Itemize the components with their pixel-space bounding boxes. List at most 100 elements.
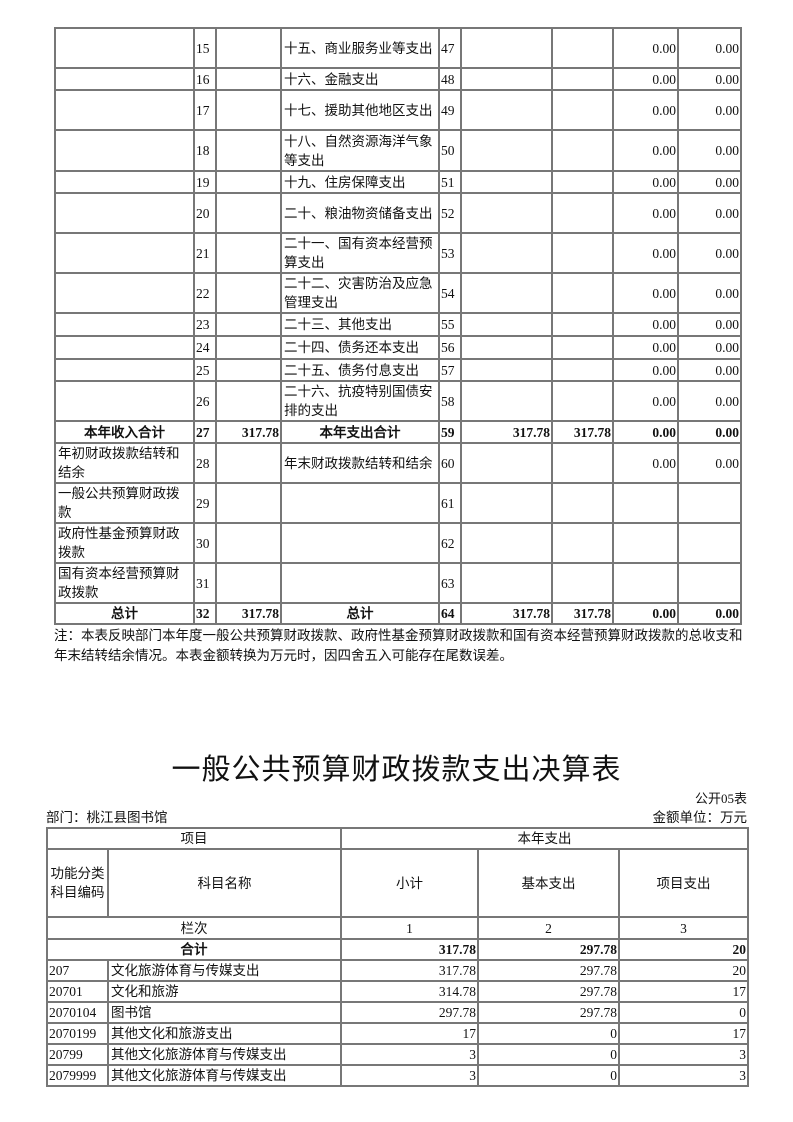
expense-col-4: 0.00 bbox=[677, 232, 742, 274]
header-row-1: 项目 本年支出 bbox=[46, 827, 749, 850]
subtotal-cell: 3 bbox=[340, 1043, 479, 1066]
expense-col-4: 0.00 bbox=[677, 420, 742, 444]
expense-line-no: 48 bbox=[438, 67, 462, 91]
expense-total bbox=[460, 358, 553, 382]
table-row: 15 十五、商业服务业等支出 47 0.00 0.00 bbox=[54, 27, 742, 69]
expense-line-no: 50 bbox=[438, 129, 462, 172]
expense-line-no: 63 bbox=[438, 562, 462, 604]
income-line-no: 29 bbox=[193, 482, 217, 524]
expense-col-2 bbox=[551, 562, 614, 604]
code-cell: 2070199 bbox=[46, 1022, 109, 1045]
income-amount bbox=[215, 442, 282, 484]
income-line-no: 18 bbox=[193, 129, 217, 172]
expense-col-3: 0.00 bbox=[612, 335, 679, 360]
income-line-no: 15 bbox=[193, 27, 217, 69]
table-row: 24 二十四、债务还本支出 56 0.00 0.00 bbox=[54, 335, 742, 360]
header-project-expense: 项目支出 bbox=[618, 848, 749, 918]
income-item bbox=[54, 312, 195, 337]
income-line-no: 24 bbox=[193, 335, 217, 360]
expense-col-2 bbox=[551, 380, 614, 422]
column-number-row: 栏次 1 2 3 bbox=[46, 916, 749, 940]
expense-item: 二十三、其他支出 bbox=[280, 312, 440, 337]
expense-col-3: 0.00 bbox=[612, 232, 679, 274]
basic-cell: 0 bbox=[477, 1064, 620, 1087]
income-item bbox=[54, 89, 195, 131]
expense-total: 317.78 bbox=[460, 602, 553, 625]
expense-col-2 bbox=[551, 522, 614, 564]
income-line-no: 22 bbox=[193, 272, 217, 314]
table-row: 2070199 其他文化和旅游支出 17 0 17 bbox=[46, 1022, 749, 1045]
expense-line-no: 61 bbox=[438, 482, 462, 524]
expense-col-2 bbox=[551, 442, 614, 484]
table-row: 19 十九、住房保障支出 51 0.00 0.00 bbox=[54, 170, 742, 194]
project-cell: 20 bbox=[618, 959, 749, 982]
table-row: 17 十七、援助其他地区支出 49 0.00 0.00 bbox=[54, 89, 742, 131]
income-amount bbox=[215, 482, 282, 524]
column-no-2: 2 bbox=[477, 916, 620, 940]
expense-line-no: 53 bbox=[438, 232, 462, 274]
income-line-no: 17 bbox=[193, 89, 217, 131]
header-row-2: 功能分类科目编码 科目名称 小计 基本支出 项目支出 bbox=[46, 848, 749, 918]
expense-col-3: 0.00 bbox=[612, 89, 679, 131]
expense-item bbox=[280, 482, 440, 524]
total-row: 合计 317.78 297.78 20 bbox=[46, 938, 749, 961]
income-amount bbox=[215, 380, 282, 422]
expense-total bbox=[460, 27, 553, 69]
header-current-year: 本年支出 bbox=[340, 827, 749, 850]
expense-item: 年末财政拨款结转和结余 bbox=[280, 442, 440, 484]
income-line-no: 32 bbox=[193, 602, 217, 625]
name-cell: 其他文化和旅游支出 bbox=[107, 1022, 342, 1045]
table-row: 一般公共预算财政拨款 29 61 bbox=[54, 482, 742, 524]
income-item: 总计 bbox=[54, 602, 195, 625]
expense-item bbox=[280, 522, 440, 564]
income-item: 政府性基金预算财政拨款 bbox=[54, 522, 195, 564]
subtotal-cell: 317.78 bbox=[340, 959, 479, 982]
table-row: 总计 32 317.78 总计 64 317.78 317.78 0.00 0.00 bbox=[54, 602, 742, 625]
income-line-no: 23 bbox=[193, 312, 217, 337]
expense-col-4: 0.00 bbox=[677, 358, 742, 382]
header-basic: 基本支出 bbox=[477, 848, 620, 918]
basic-cell: 297.78 bbox=[477, 1001, 620, 1024]
table-row: 2079999 其他文化旅游体育与传媒支出 3 0 3 bbox=[46, 1064, 749, 1087]
general-budget-expenditure-table: 项目 本年支出 功能分类科目编码 科目名称 小计 基本支出 项目支出 栏次 1 … bbox=[46, 827, 749, 1087]
expense-col-3: 0.00 bbox=[612, 602, 679, 625]
expense-total bbox=[460, 335, 553, 360]
expense-item: 二十、粮油物资储备支出 bbox=[280, 192, 440, 234]
expense-line-no: 47 bbox=[438, 27, 462, 69]
expense-total bbox=[460, 522, 553, 564]
income-line-no: 26 bbox=[193, 380, 217, 422]
expense-line-no: 52 bbox=[438, 192, 462, 234]
expense-item: 二十二、灾害防治及应急管理支出 bbox=[280, 272, 440, 314]
page-title: 一般公共预算财政拨款支出决算表 bbox=[171, 754, 622, 786]
expense-total bbox=[460, 312, 553, 337]
expense-line-no: 49 bbox=[438, 89, 462, 131]
total-label: 合计 bbox=[46, 938, 342, 961]
expense-col-4: 0.00 bbox=[677, 602, 742, 625]
expense-col-3: 0.00 bbox=[612, 192, 679, 234]
income-item: 国有资本经营预算财政拨款 bbox=[54, 562, 195, 604]
header-code: 功能分类科目编码 bbox=[46, 848, 109, 918]
name-cell: 文化旅游体育与传媒支出 bbox=[107, 959, 342, 982]
project-cell: 17 bbox=[618, 1022, 749, 1045]
income-line-no: 30 bbox=[193, 522, 217, 564]
name-cell: 其他文化旅游体育与传媒支出 bbox=[107, 1064, 342, 1087]
expense-col-3: 0.00 bbox=[612, 27, 679, 69]
table-row: 22 二十二、灾害防治及应急管理支出 54 0.00 0.00 bbox=[54, 272, 742, 314]
expense-col-2 bbox=[551, 232, 614, 274]
expense-col-3: 0.00 bbox=[612, 358, 679, 382]
expense-item: 二十一、国有资本经营预算支出 bbox=[280, 232, 440, 274]
expense-col-3: 0.00 bbox=[612, 442, 679, 484]
subtotal-cell: 297.78 bbox=[340, 1001, 479, 1024]
code-cell: 20701 bbox=[46, 980, 109, 1003]
income-line-no: 31 bbox=[193, 562, 217, 604]
expense-total bbox=[460, 170, 553, 194]
table-row: 20799 其他文化旅游体育与传媒支出 3 0 3 bbox=[46, 1043, 749, 1066]
income-line-no: 16 bbox=[193, 67, 217, 91]
expense-total: 317.78 bbox=[460, 420, 553, 444]
total-basic: 297.78 bbox=[477, 938, 620, 961]
table-row: 2070104 图书馆 297.78 297.78 0 bbox=[46, 1001, 749, 1024]
column-no-3: 3 bbox=[618, 916, 749, 940]
income-amount bbox=[215, 89, 282, 131]
income-item bbox=[54, 170, 195, 194]
income-amount bbox=[215, 358, 282, 382]
